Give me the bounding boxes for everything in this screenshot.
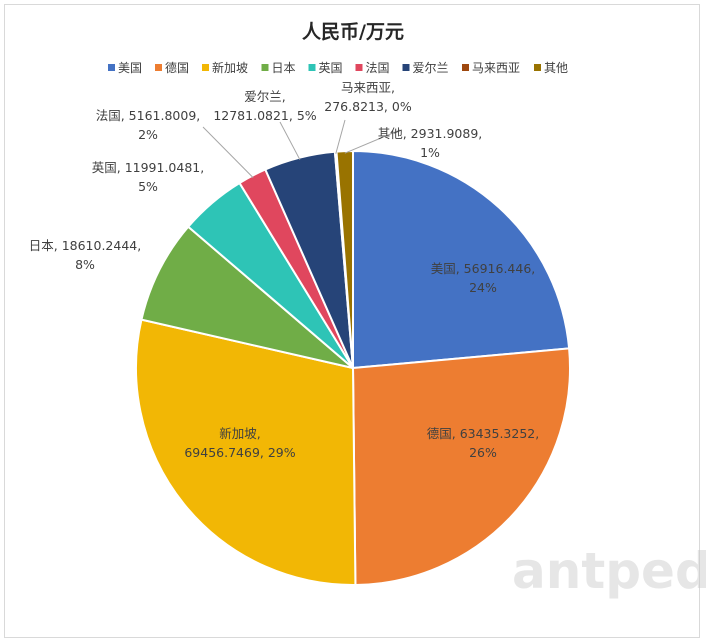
leader-line xyxy=(335,119,346,154)
data-label: 12781.0821, 5% xyxy=(213,108,316,123)
data-label: 1% xyxy=(420,145,440,160)
legend-swatch xyxy=(462,64,469,71)
legend-swatch xyxy=(355,64,363,71)
data-label: 英国, 11991.0481, xyxy=(92,160,204,175)
data-label: 69456.7469, 29% xyxy=(184,445,295,460)
pie-slice xyxy=(134,318,357,586)
data-label: 276.8213, 0% xyxy=(324,99,412,114)
legend-label: 马来西亚 xyxy=(472,61,520,75)
data-label: 5% xyxy=(138,179,158,194)
data-label: 新加坡, xyxy=(219,426,260,441)
data-label: 日本, 18610.2444, xyxy=(29,238,141,253)
legend-swatch xyxy=(155,64,162,71)
legend-label: 日本 xyxy=(272,61,296,75)
legend: 美国 德国 新加坡 日本 英国 法国 爱尔兰 马来西亚 其他 xyxy=(108,60,568,75)
leader-line xyxy=(202,126,254,178)
legend-label: 爱尔兰 xyxy=(413,60,449,75)
legend-swatch xyxy=(108,64,115,71)
pie-slice xyxy=(352,149,571,370)
legend-swatch xyxy=(534,64,541,71)
data-label: 德国, 63435.3252, xyxy=(427,426,539,441)
legend-swatch xyxy=(202,64,209,71)
watermark: antpedia xyxy=(512,542,706,600)
data-label: 爱尔兰, xyxy=(244,89,285,104)
data-label: 24% xyxy=(469,280,497,295)
pie-slices xyxy=(134,149,571,587)
legend-label: 英国 xyxy=(319,61,343,75)
data-label: 2% xyxy=(138,127,158,142)
pie-slice xyxy=(351,347,571,587)
data-labels: 美国, 56916.446, 24% 德国, 63435.3252, 26% 新加坡, 6… xyxy=(29,80,539,460)
legend-label: 德国 xyxy=(165,60,189,75)
data-label: 8% xyxy=(75,257,95,272)
leader-line xyxy=(279,121,301,160)
data-label: 法国, 5161.8009, xyxy=(96,108,201,123)
pie-slice xyxy=(140,225,354,369)
legend-label: 其他 xyxy=(544,61,568,75)
legend-label: 新加坡 xyxy=(212,60,248,75)
leader-line xyxy=(344,129,401,154)
leader-lines xyxy=(202,119,401,178)
data-label: 26% xyxy=(469,445,497,460)
legend-swatch xyxy=(261,64,269,71)
legend-label: 美国 xyxy=(118,61,142,75)
chart-title: 人民币/万元 xyxy=(302,21,404,43)
chart-frame xyxy=(4,4,700,638)
legend-swatch xyxy=(402,64,410,71)
data-label: 马来西亚, xyxy=(341,80,395,95)
data-label: 美国, 56916.446, xyxy=(431,261,536,276)
legend-swatch xyxy=(308,64,316,71)
legend-label: 法国 xyxy=(366,61,390,75)
data-label: 其他, 2931.9089, xyxy=(378,126,483,141)
